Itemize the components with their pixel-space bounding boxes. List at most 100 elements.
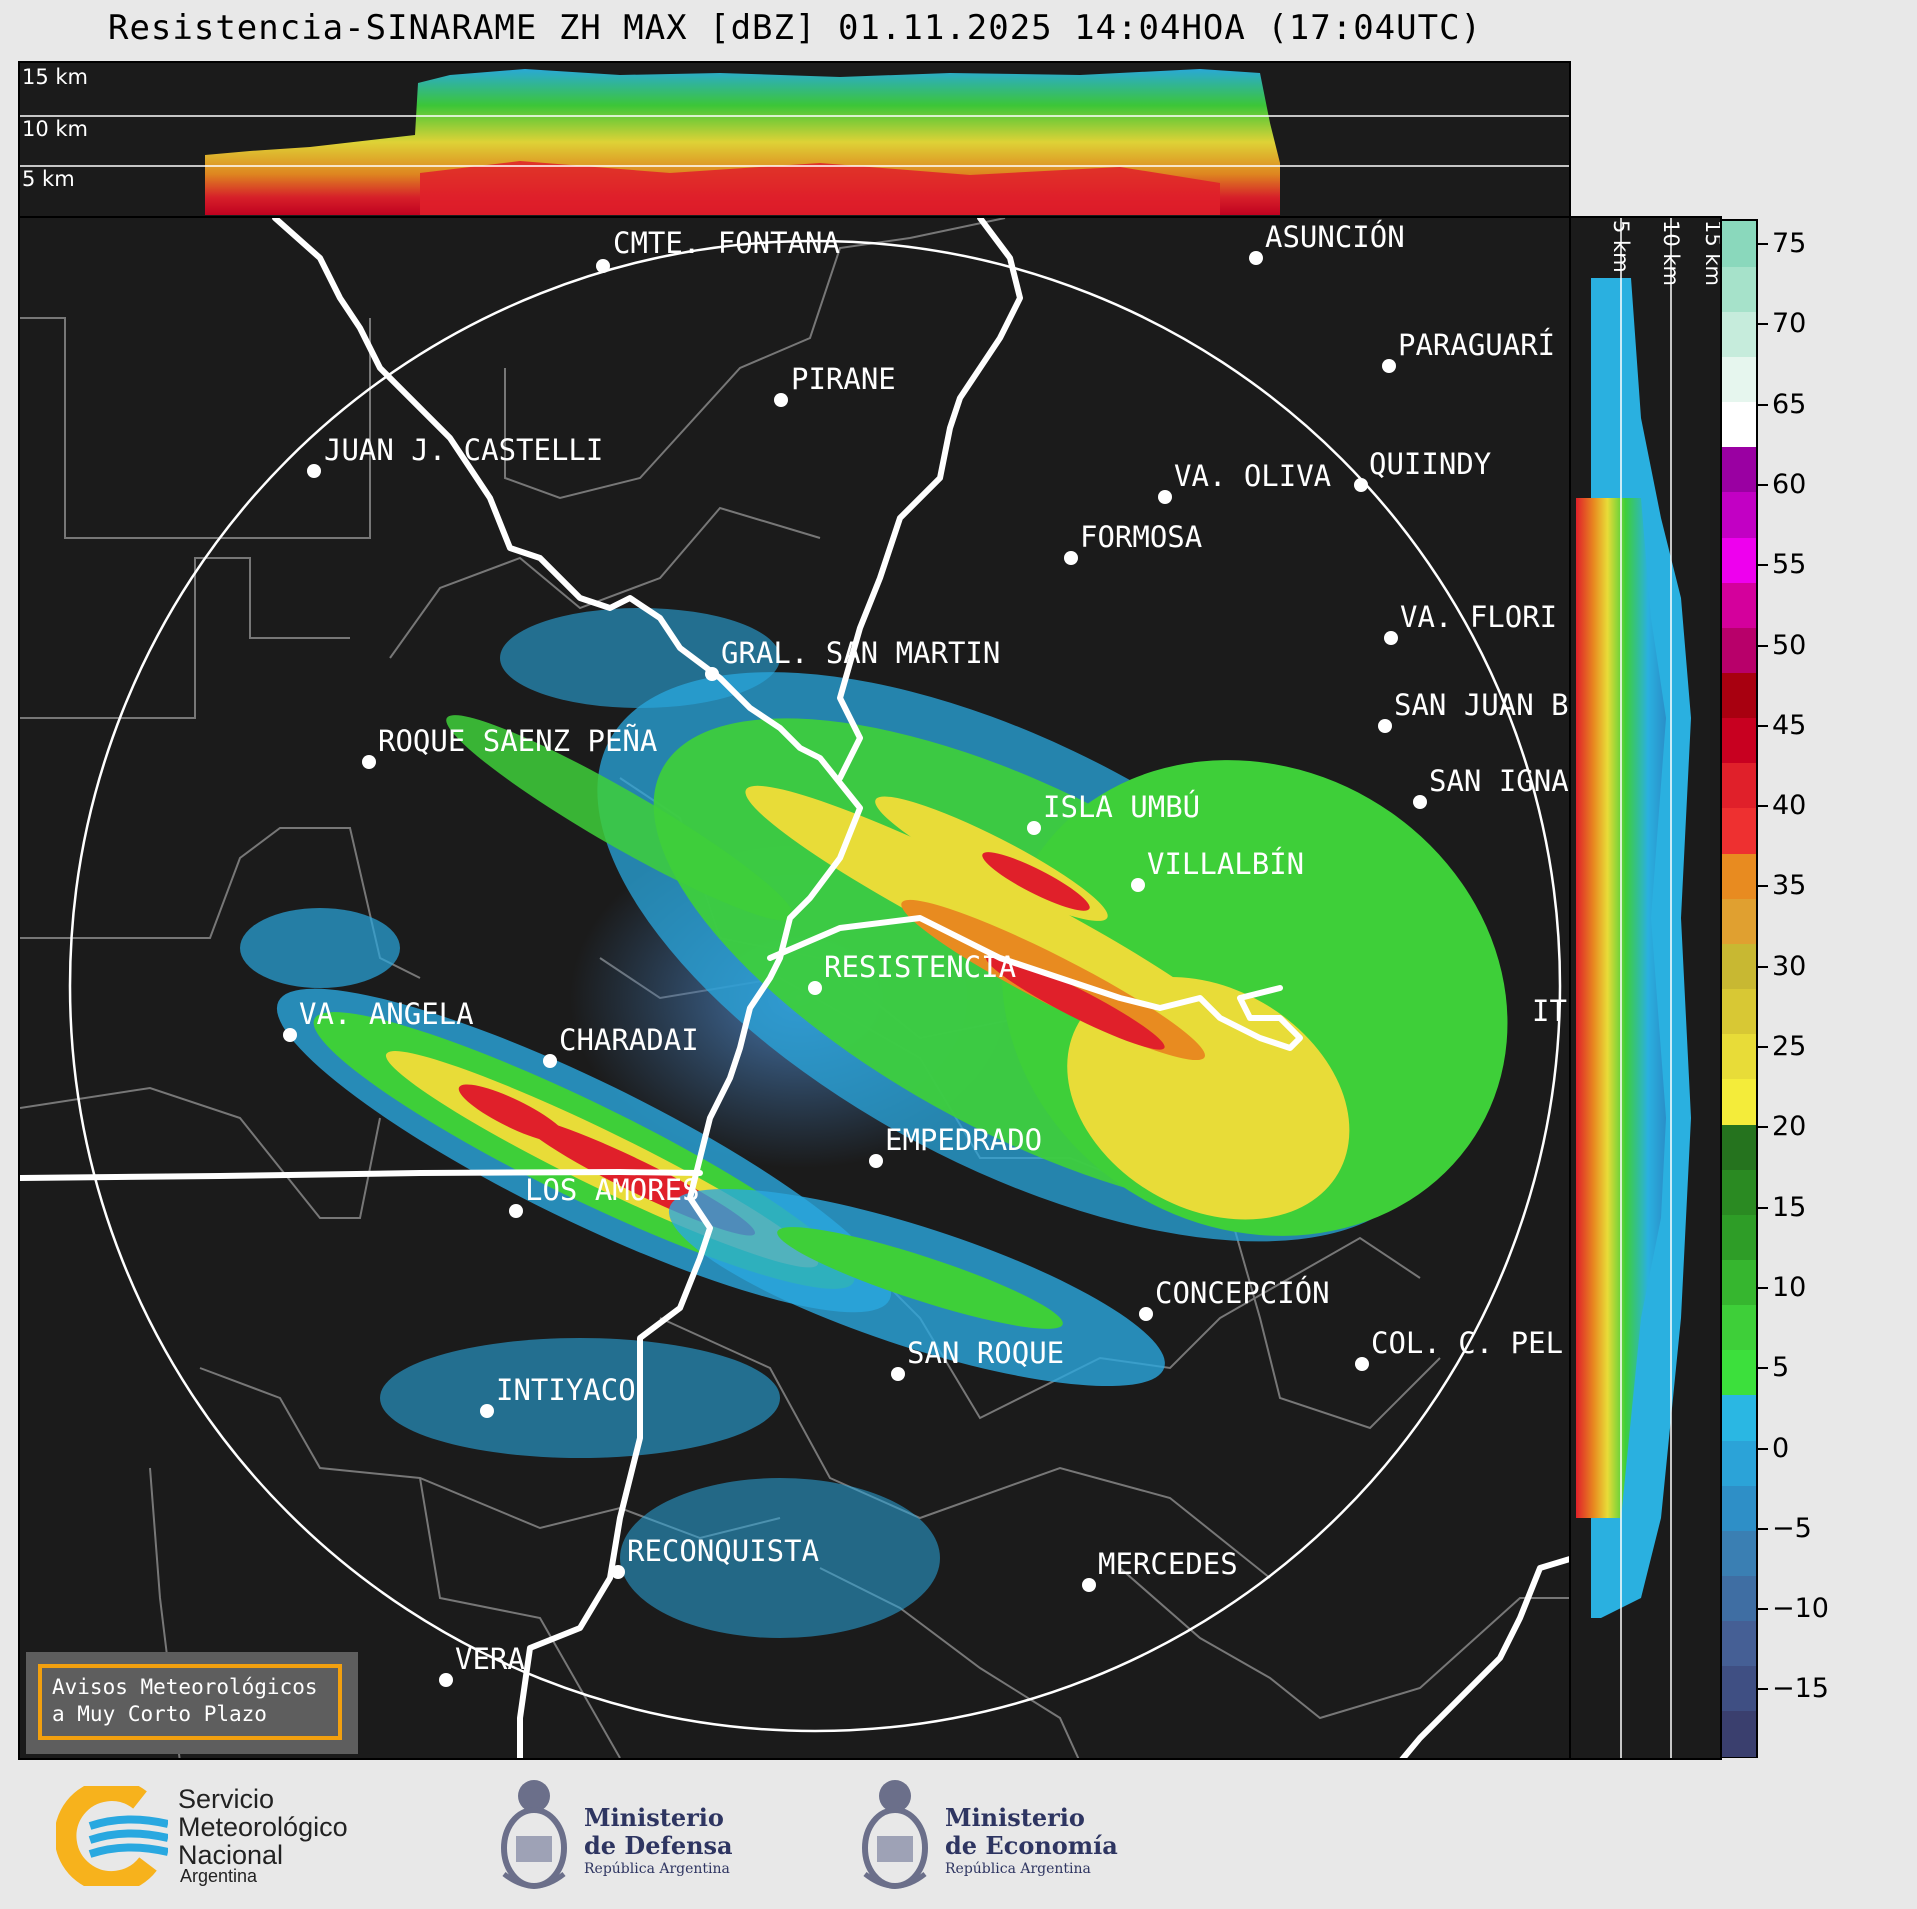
colorbar-tick [1758, 644, 1768, 647]
city-dot [808, 981, 822, 995]
colorbar-tick [1758, 564, 1768, 567]
economia-line-2: de Economía [945, 1831, 1118, 1860]
colorbar-tick [1758, 885, 1768, 888]
city-dot [1355, 1357, 1369, 1371]
city-label-empedrado: EMPEDRADO [885, 1123, 1043, 1157]
colorbar-step [1722, 807, 1756, 854]
side-altitude-10km: 10 km [1659, 220, 1683, 287]
smn-line-1: Servicio [178, 1784, 275, 1814]
colorbar-step [1722, 1259, 1756, 1306]
city-dot [1249, 251, 1263, 265]
colorbar-tick [1758, 1367, 1768, 1370]
radar-map-svg [20, 218, 1569, 1758]
defensa-coat-of-arms-icon [501, 1780, 567, 1889]
colorbar-step [1722, 762, 1756, 809]
top-cross-section-echo [20, 69, 1569, 215]
city-label-villalbin: VILLALBÍN [1147, 847, 1305, 881]
colorbar-tick-label: 20 [1772, 1111, 1807, 1143]
warning-box[interactable]: Avisos Meteorológicos a Muy Corto Plazo [38, 1664, 342, 1740]
city-dot [1413, 795, 1427, 809]
city-label-gral-san-martin: GRAL. SAN MARTIN [721, 636, 1001, 670]
colorbar-step [1722, 1214, 1756, 1260]
city-dot [611, 1565, 625, 1579]
colorbar-tick [1758, 243, 1768, 245]
top-altitude-5km: 5 km [22, 167, 75, 191]
colorbar-tick-label: −5 [1772, 1512, 1812, 1544]
city-label-cmte-fontana: CMTE. FONTANA [613, 226, 840, 260]
colorbar-step [1722, 446, 1756, 493]
city-dot [1131, 878, 1145, 892]
city-label-juan-j-castelli: JUAN J. CASTELLI [324, 433, 604, 467]
city-dot [362, 755, 376, 769]
top-cross-section-panel: 15 km 10 km 5 km [18, 61, 1571, 218]
city-dot [1354, 478, 1368, 492]
colorbar-step [1722, 1710, 1756, 1757]
map-title: Resistencia-SINARAME ZH MAX [dBZ] 01.11.… [107, 8, 1483, 48]
colorbar-step [1722, 1123, 1756, 1170]
colorbar-tick-label: −10 [1772, 1593, 1829, 1625]
city-label-vera: VERA [455, 1642, 525, 1676]
city-label-it: IT [1532, 994, 1567, 1028]
colorbar-tick-label: 60 [1772, 468, 1807, 500]
colorbar-step [1722, 1078, 1756, 1125]
radar-map-panel: CMTE. FONTANA ASUNCIÓN PARAGUARÍ PIRANE … [18, 216, 1571, 1760]
colorbar-tick [1758, 1206, 1768, 1209]
colorbar-step [1722, 1169, 1756, 1215]
city-label-va-angela: VA. ANGELA [299, 997, 474, 1031]
colorbar-tick [1758, 1126, 1768, 1129]
colorbar-tick-label: 25 [1772, 1031, 1807, 1062]
city-dot [869, 1154, 883, 1168]
city-dot [1384, 631, 1398, 645]
colorbar-step [1722, 1485, 1756, 1531]
smn-line-4: Argentina [180, 1866, 258, 1886]
city-dot [774, 393, 788, 407]
colorbar-tick [1758, 1688, 1768, 1691]
colorbar-tick-label: 30 [1772, 950, 1807, 982]
city-dot [1158, 490, 1172, 504]
smn-logo-text: Servicio Meteorológico Nacional [178, 1785, 348, 1869]
colorbar [1720, 219, 1758, 1758]
colorbar-step [1722, 537, 1756, 583]
colorbar-tick-label: 70 [1772, 308, 1807, 340]
economia-line-3: República Argentina [945, 1861, 1091, 1877]
city-label-san-juan-b: SAN JUAN B [1394, 688, 1569, 722]
colorbar-step [1722, 356, 1756, 403]
colorbar-step [1722, 1349, 1756, 1396]
top-altitude-15km: 15 km [22, 65, 89, 89]
smn-line-2: Meteorológico [178, 1812, 348, 1842]
city-dot [1378, 719, 1392, 733]
city-label-isla-umbu: ISLA UMBÚ [1043, 790, 1201, 824]
city-label-paraguari: PARAGUARÍ [1398, 328, 1556, 362]
colorbar-tick [1758, 1046, 1768, 1048]
city-dot [509, 1204, 523, 1218]
colorbar-step [1722, 898, 1756, 944]
city-label-los-amores: LOS AMORES [525, 1173, 700, 1207]
side-cross-section-panel: 5 km 10 km 15 km [1569, 216, 1722, 1760]
colorbar-tick-label: −15 [1772, 1673, 1829, 1705]
city-dot [891, 1367, 905, 1381]
city-dot [1027, 821, 1041, 835]
colorbar-tick-label: 50 [1772, 629, 1807, 661]
defensa-line-2: de Defensa [584, 1831, 733, 1860]
city-label-resistencia: RESISTENCIA [824, 950, 1017, 984]
radar-echoes [240, 608, 1508, 1638]
colorbar-tick-label: 40 [1772, 790, 1807, 822]
city-label-intiyaco: INTIYACO [496, 1373, 636, 1407]
rivers [20, 218, 1569, 1758]
side-cross-section-echo [1576, 218, 1691, 1758]
colorbar-step [1722, 627, 1756, 674]
defensa-line-3: República Argentina [584, 1861, 730, 1877]
economia-logo-text: Ministerio de Economía [945, 1804, 1118, 1860]
colorbar-tick [1758, 323, 1768, 326]
colorbar-step [1722, 1394, 1756, 1441]
colorbar-tick-label: 10 [1772, 1271, 1807, 1303]
city-label-san-igna: SAN IGNA [1429, 764, 1569, 798]
warning-line-1: Avisos Meteorológicos [52, 1675, 318, 1699]
colorbar-tick-label: 15 [1772, 1191, 1807, 1223]
colorbar-tick [1758, 805, 1768, 808]
colorbar-step [1722, 582, 1756, 628]
side-altitude-15km: 15 km [1701, 220, 1722, 287]
colorbar-step [1722, 717, 1756, 764]
city-dot [283, 1028, 297, 1042]
smn-logo-icon [56, 1786, 168, 1886]
